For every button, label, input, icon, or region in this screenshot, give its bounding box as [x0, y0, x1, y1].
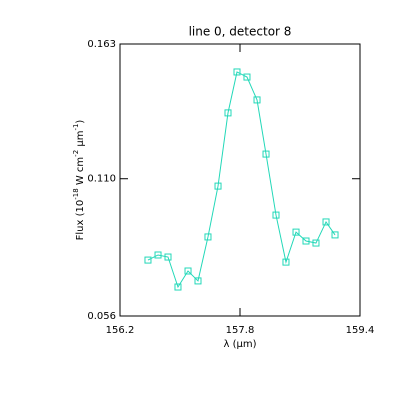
y-tick-label: 0.110: [87, 174, 116, 185]
x-axis-label: λ (μm): [223, 339, 256, 350]
y-label-part: μm: [75, 131, 86, 150]
y-label-part: ): [75, 120, 86, 124]
chart-title: line 0, detector 8: [189, 25, 292, 39]
marker: [214, 182, 222, 190]
y-label-part: -2: [72, 150, 80, 157]
marker: [154, 251, 162, 259]
marker: [262, 150, 270, 158]
marker: [312, 239, 320, 247]
x-tick-label: 156.2: [106, 325, 135, 336]
y-label-part: -18: [72, 188, 80, 199]
y-axis-label: Flux (10-18 W cm-2 μm-1): [72, 120, 86, 241]
marker: [224, 109, 232, 117]
marker: [233, 68, 241, 76]
marker: [292, 228, 300, 236]
x-tick-label: 159.4: [346, 325, 375, 336]
marker: [144, 256, 152, 264]
marker: [164, 253, 172, 261]
marker: [322, 218, 330, 226]
y-label-part: -1: [72, 124, 80, 131]
marker: [184, 267, 192, 275]
y-tick-label: 0.056: [87, 311, 116, 322]
marker: [174, 283, 182, 291]
marker: [253, 96, 261, 104]
series-line: [147, 71, 336, 289]
marker: [243, 73, 251, 81]
marker: [331, 231, 339, 239]
y-label-part: Flux (10: [75, 200, 86, 241]
plot-frame: [119, 43, 361, 317]
marker: [302, 237, 310, 245]
x-tick-label: 157.8: [226, 325, 255, 336]
marker: [194, 277, 202, 285]
y-tick-label: 0.163: [87, 39, 116, 50]
y-label-part: W cm: [75, 157, 86, 188]
marker: [272, 211, 280, 219]
marker: [282, 258, 290, 266]
marker: [204, 233, 212, 241]
